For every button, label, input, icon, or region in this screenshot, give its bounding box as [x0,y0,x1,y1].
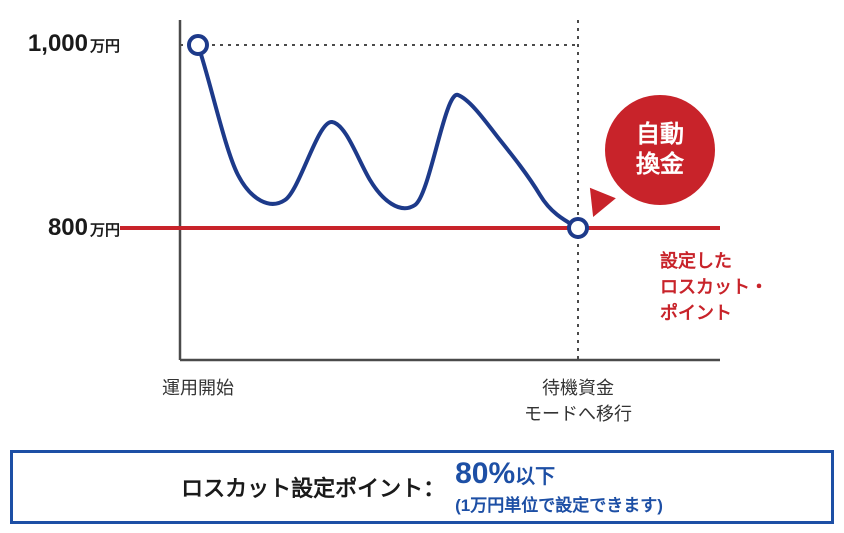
y-label-800-num: 800 [48,214,88,241]
chart-area: 1,000万円 800万円 運用開始 待機資金 モードへ移行 設定した ロスカッ… [0,0,844,440]
marker-start [189,36,207,54]
x-label-start: 運用開始 [158,375,238,401]
x-label-end: 待機資金 モードへ移行 [508,375,648,427]
loss-cut-setting-value: 80%以下 (1万円単位で設定できます) [455,459,663,516]
y-label-1000-unit: 万円 [90,38,120,55]
marker-end [569,219,587,237]
chart-svg [0,0,844,440]
auto-conversion-callout: 自動 換金 [605,95,715,205]
loss-cut-side-label: 設定した ロスカット・ ポイント [660,248,768,326]
loss-cut-percent: 80% [455,457,515,490]
loss-cut-setting-label: ロスカット設定ポイント： [181,471,445,503]
loss-cut-suffix: 以下 [515,466,555,488]
y-label-800: 800万円 [0,214,120,242]
y-label-1000: 1,000万円 [0,30,120,58]
y-label-800-unit: 万円 [90,222,120,239]
loss-cut-sub: (1万円単位で設定できます) [455,491,663,516]
series-line [198,45,578,228]
y-label-1000-num: 1,000 [28,30,88,57]
loss-cut-setting-box: ロスカット設定ポイント： 80%以下 (1万円単位で設定できます) [10,450,834,524]
